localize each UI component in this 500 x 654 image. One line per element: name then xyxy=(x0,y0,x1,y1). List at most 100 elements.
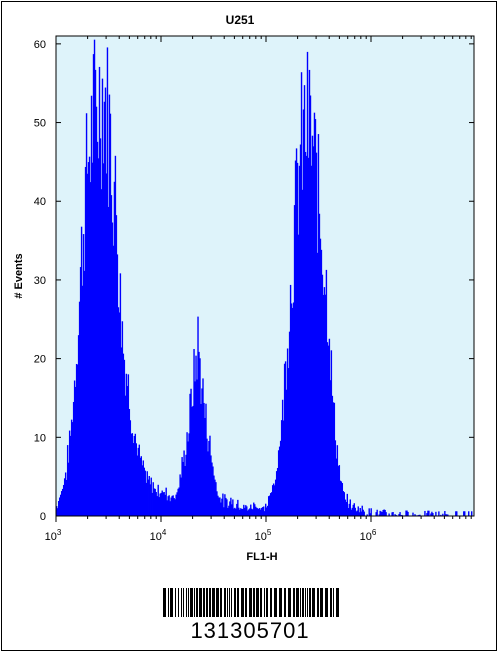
histogram-bar xyxy=(70,419,73,516)
histogram-bar xyxy=(200,403,202,516)
histogram-bar xyxy=(446,514,448,516)
histogram-bar xyxy=(463,511,465,516)
barcode-bar xyxy=(336,588,339,617)
histogram-bar xyxy=(427,510,429,516)
histogram-bar xyxy=(264,511,266,516)
histogram-bar xyxy=(263,506,265,516)
y-axis-ticks: 0 10 20 30 40 50 60 xyxy=(34,39,474,523)
histogram-bar xyxy=(353,503,355,516)
histogram-bar xyxy=(124,395,127,516)
histogram-bar xyxy=(147,479,149,516)
histogram-bar xyxy=(170,497,172,516)
barcode-bar xyxy=(309,588,311,617)
histogram-bar xyxy=(237,499,239,516)
histogram-bar xyxy=(166,500,168,516)
histogram-bar xyxy=(293,205,296,516)
histogram-bar xyxy=(311,135,314,516)
histogram-bar xyxy=(67,462,70,516)
histogram-bar xyxy=(142,460,144,516)
histogram-bar xyxy=(262,507,264,516)
histogram-bar xyxy=(155,492,157,516)
histogram-bar xyxy=(235,508,237,516)
histogram-bar xyxy=(230,497,232,516)
histogram-bar xyxy=(348,503,350,516)
histogram-bar xyxy=(327,345,330,516)
histogram-bar xyxy=(108,94,111,516)
histogram-bar xyxy=(215,482,217,516)
histogram-bar xyxy=(81,285,84,516)
histogram-bar xyxy=(87,162,90,516)
histogram-bar xyxy=(57,501,60,516)
histogram-bar xyxy=(136,455,139,516)
histogram-bar xyxy=(326,342,329,516)
histogram-bar xyxy=(252,509,254,516)
histogram-bar xyxy=(205,403,207,516)
barcode-bar xyxy=(305,588,306,617)
histogram-bar xyxy=(89,182,92,516)
histogram-bar xyxy=(198,351,200,516)
histogram-bar xyxy=(370,508,372,516)
barcode-bar xyxy=(333,588,334,617)
histogram-bar xyxy=(432,513,434,516)
histogram-bar xyxy=(219,497,221,516)
histogram-bar xyxy=(91,162,94,516)
barcode-bar xyxy=(203,588,205,617)
histogram-bar xyxy=(247,510,249,516)
histogram-bar xyxy=(281,399,284,516)
histogram-bar xyxy=(330,350,333,516)
barcode-bar xyxy=(300,588,301,617)
histogram-bar xyxy=(179,474,181,516)
histogram-bar xyxy=(328,338,331,516)
histogram-bar xyxy=(306,51,309,516)
histogram-bar xyxy=(59,494,62,516)
histogram-bar xyxy=(221,498,223,516)
y-tick-label: 10 xyxy=(34,432,46,444)
histogram-bar xyxy=(310,165,313,517)
histogram-bar xyxy=(192,405,194,516)
histogram-bar xyxy=(190,388,192,516)
histogram-bar xyxy=(438,511,440,516)
histogram-bar xyxy=(143,467,145,516)
histogram-bar xyxy=(346,493,349,516)
histogram-bar xyxy=(90,95,93,516)
histogram-bar xyxy=(290,303,293,516)
histogram-bar xyxy=(201,388,203,516)
barcode-bar xyxy=(212,588,215,617)
histogram-bar xyxy=(162,492,164,516)
histogram-bar xyxy=(336,445,339,516)
barcode-bar xyxy=(266,588,268,617)
histogram-bar xyxy=(75,363,78,516)
histogram-bar xyxy=(253,502,255,516)
barcode-bar xyxy=(270,588,272,617)
histogram-bar xyxy=(145,482,147,516)
barcode-bar xyxy=(190,588,193,617)
barcode-bar xyxy=(264,588,265,617)
histogram-bar xyxy=(102,163,105,516)
histogram-bar xyxy=(76,364,79,516)
histogram-bar xyxy=(185,454,187,516)
histogram-bar xyxy=(352,504,354,516)
histogram-bar xyxy=(126,386,129,516)
barcode-bar xyxy=(175,588,176,617)
histogram-bar xyxy=(388,513,390,516)
histogram-bar xyxy=(431,511,433,516)
histogram-bar xyxy=(444,511,446,516)
histogram-bar xyxy=(61,488,64,516)
histogram-bar xyxy=(151,492,153,516)
histogram-bar xyxy=(464,511,466,516)
histogram-bar xyxy=(285,389,288,516)
histogram-bar xyxy=(320,249,323,516)
histogram-bar xyxy=(332,402,335,516)
histogram-bar xyxy=(107,206,110,516)
histogram-bar xyxy=(131,433,134,516)
histogram-bar xyxy=(241,508,243,516)
histogram-bar xyxy=(249,508,251,516)
histogram-bar xyxy=(428,510,430,516)
barcode-bar xyxy=(234,588,236,617)
histogram-bar xyxy=(266,505,269,516)
barcode-bar xyxy=(330,588,332,617)
histogram-bar xyxy=(96,141,99,516)
barcode-number: 131305701 xyxy=(190,618,310,643)
histogram-bar xyxy=(208,441,210,516)
histogram-bar xyxy=(405,510,407,516)
